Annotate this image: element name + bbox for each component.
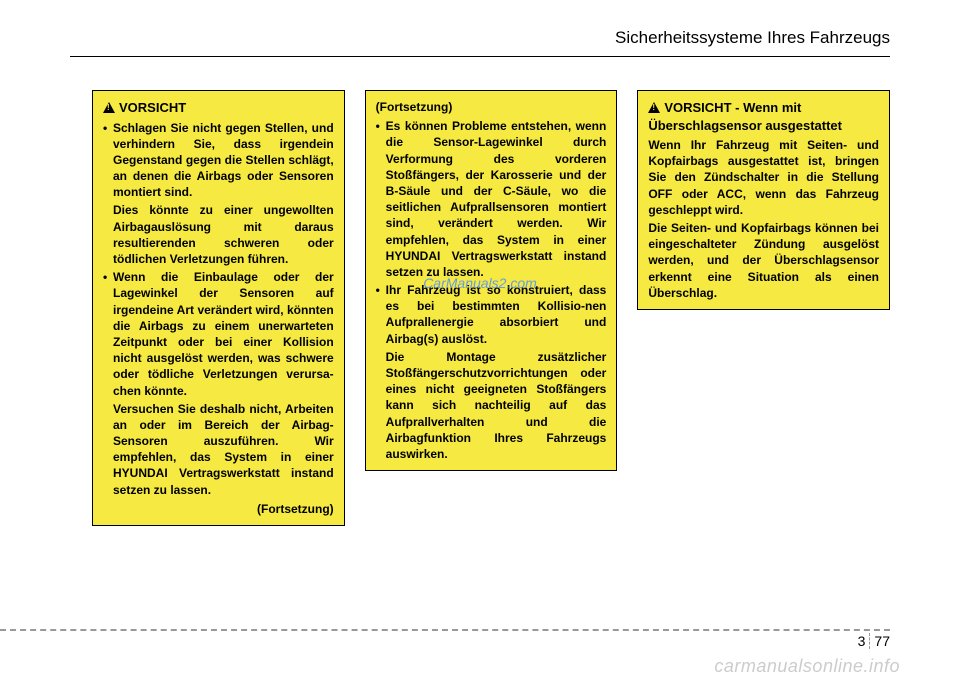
sub-text: Dies könnte zu einer ungewollten Airbaga… [113,202,334,267]
box-title: VORSICHT [103,99,334,117]
bullet-marker: • [376,118,386,280]
sub-text: Die Montage zusätzlicher Stoßfängerschut… [386,349,607,462]
continuation-top: (Fortsetzung) [376,99,607,115]
vorsicht-box-1: VORSICHT • Schlagen Sie nicht gegen Stel… [92,90,345,526]
vorsicht-box-2: VORSICHT - Wenn mit Überschlagsensor aus… [637,90,890,310]
title-text: VORSICHT [119,100,186,115]
bullet-text: Wenn die Einbaulage oder der Lagewinkel … [113,269,334,399]
bullet-text: Es können Probleme entstehen, wenn die S… [386,118,607,280]
box-title: VORSICHT - Wenn mit Überschlagsensor aus… [648,99,879,134]
header-rule [70,56,890,57]
bullet-item: • Es können Probleme entstehen, wenn die… [376,118,607,280]
paragraph: Wenn Ihr Fahrzeug mit Seiten- und Kopfai… [648,137,879,218]
sub-text: Versuchen Sie deshalb nicht, Arbeiten an… [113,401,334,498]
bullet-marker: • [103,120,113,201]
title-text: VORSICHT [664,100,731,115]
column-1: VORSICHT • Schlagen Sie nicht gegen Stel… [92,90,345,526]
bullet-text: Ihr Fahrzeug ist so konstruiert, dass es… [386,282,607,347]
bullet-marker: • [103,269,113,399]
warning-icon [103,102,115,113]
continuation-label: (Fortsetzung) [103,501,334,517]
content-columns: VORSICHT • Schlagen Sie nicht gegen Stel… [92,90,890,526]
warning-icon [648,102,660,113]
section-number: 3 [858,633,870,649]
bullet-item: • Schlagen Sie nicht gegen Stellen, und … [103,120,334,201]
page-header: Sicherheitssysteme Ihres Fahrzeugs [615,28,890,48]
column-2: (Fortsetzung) • Es können Probleme entst… [365,90,618,526]
footer-rule [0,629,890,631]
page-number: 377 [858,633,890,649]
bullet-marker: • [376,282,386,347]
bullet-item: • Wenn die Einbaulage oder der Lagewinke… [103,269,334,399]
page-number-value: 77 [869,633,890,649]
paragraph: Die Seiten- und Kopfairbags können bei e… [648,220,879,301]
bullet-text: Schlagen Sie nicht gegen Stellen, und ve… [113,120,334,201]
column-3: VORSICHT - Wenn mit Überschlagsensor aus… [637,90,890,526]
watermark-bottom: carmanualsonline.info [714,656,900,677]
fortsetzung-box: (Fortsetzung) • Es können Probleme entst… [365,90,618,471]
bullet-item: • Ihr Fahrzeug ist so konstruiert, dass … [376,282,607,347]
